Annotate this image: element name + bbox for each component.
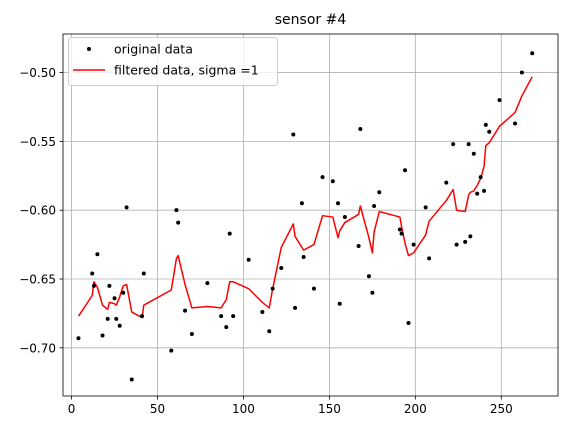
data-point — [183, 308, 188, 313]
data-point — [487, 129, 492, 134]
x-tick-label: 0 — [68, 402, 76, 416]
data-point — [330, 179, 335, 184]
y-tick-label: −0.70 — [19, 341, 56, 355]
data-point — [311, 286, 316, 291]
x-tick-label: 150 — [318, 402, 341, 416]
legend-marker-original — [87, 47, 91, 51]
x-tick-label: 100 — [232, 402, 255, 416]
data-point — [174, 208, 179, 213]
data-point — [356, 243, 361, 248]
data-point — [342, 215, 347, 220]
data-point — [471, 151, 476, 156]
data-point — [358, 126, 363, 131]
legend-label-filtered: filtered data, sigma =1 — [114, 63, 259, 78]
data-point — [129, 377, 134, 382]
data-point — [91, 283, 96, 288]
data-point — [189, 332, 194, 337]
data-point — [399, 231, 404, 236]
legend: original data filtered data, sigma =1 — [68, 37, 278, 86]
data-point — [513, 121, 518, 126]
plot-frame — [62, 33, 559, 397]
data-point — [444, 180, 449, 185]
x-tick-labels: 0 50 100 150 200 250 — [68, 402, 513, 416]
data-point — [141, 271, 146, 276]
y-tick-label: −0.60 — [19, 204, 56, 218]
y-tick-label: −0.55 — [19, 135, 56, 149]
y-tick-label: −0.65 — [19, 273, 56, 287]
data-point — [107, 283, 112, 288]
data-point — [451, 142, 456, 147]
grid — [63, 34, 558, 396]
data-point — [377, 190, 382, 195]
data-point — [299, 201, 304, 206]
data-point — [267, 329, 272, 334]
data-point — [140, 314, 145, 319]
data-point — [483, 122, 488, 127]
y-tick-labels: −0.70 −0.65 −0.60 −0.55 −0.50 — [19, 66, 56, 355]
data-point — [270, 286, 275, 291]
legend-label-original: original data — [114, 42, 193, 57]
data-point — [231, 314, 236, 319]
data-point — [112, 296, 117, 301]
data-point — [463, 239, 468, 244]
data-point — [519, 70, 524, 75]
data-point — [370, 290, 375, 295]
axis-ticks — [59, 72, 502, 400]
data-point — [227, 231, 232, 236]
data-point — [121, 290, 126, 295]
data-point — [337, 301, 342, 306]
data-point — [301, 254, 306, 259]
data-point — [246, 257, 251, 262]
data-point — [403, 168, 408, 173]
data-point — [366, 274, 371, 279]
data-point — [205, 281, 210, 286]
data-point — [468, 234, 473, 239]
data-point — [114, 316, 119, 321]
data-point — [176, 220, 181, 225]
data-point — [105, 316, 110, 321]
data-point — [397, 227, 402, 232]
data-point — [76, 336, 81, 341]
filtered-data-line — [77, 76, 533, 319]
data-point — [530, 51, 535, 56]
data-point — [454, 242, 459, 247]
data-point — [320, 175, 325, 180]
data-point — [90, 271, 95, 276]
data-point — [117, 323, 122, 328]
data-point — [260, 310, 265, 315]
data-point — [427, 256, 432, 261]
data-point — [291, 132, 296, 137]
data-point — [293, 305, 298, 310]
x-tick-label: 200 — [404, 402, 427, 416]
x-tick-label: 250 — [490, 402, 513, 416]
data-point — [224, 325, 229, 330]
legend-box — [68, 37, 278, 86]
data-point — [497, 98, 502, 103]
data-point — [406, 321, 411, 326]
data-point — [336, 201, 340, 206]
data-point — [466, 142, 471, 147]
data-point — [279, 265, 284, 270]
chart-title: sensor #4 — [275, 12, 347, 28]
data-point — [95, 252, 100, 257]
data-point — [478, 175, 483, 180]
y-tick-label: −0.50 — [19, 66, 56, 80]
data-point — [219, 314, 224, 319]
x-tick-label: 50 — [150, 402, 165, 416]
data-point — [169, 348, 174, 353]
data-point — [124, 205, 129, 210]
data-point — [482, 188, 487, 193]
data-point — [475, 191, 480, 196]
data-point — [423, 205, 428, 210]
data-point — [372, 204, 377, 209]
data-point — [411, 242, 416, 247]
data-point — [100, 333, 105, 338]
plot-content — [76, 51, 535, 382]
